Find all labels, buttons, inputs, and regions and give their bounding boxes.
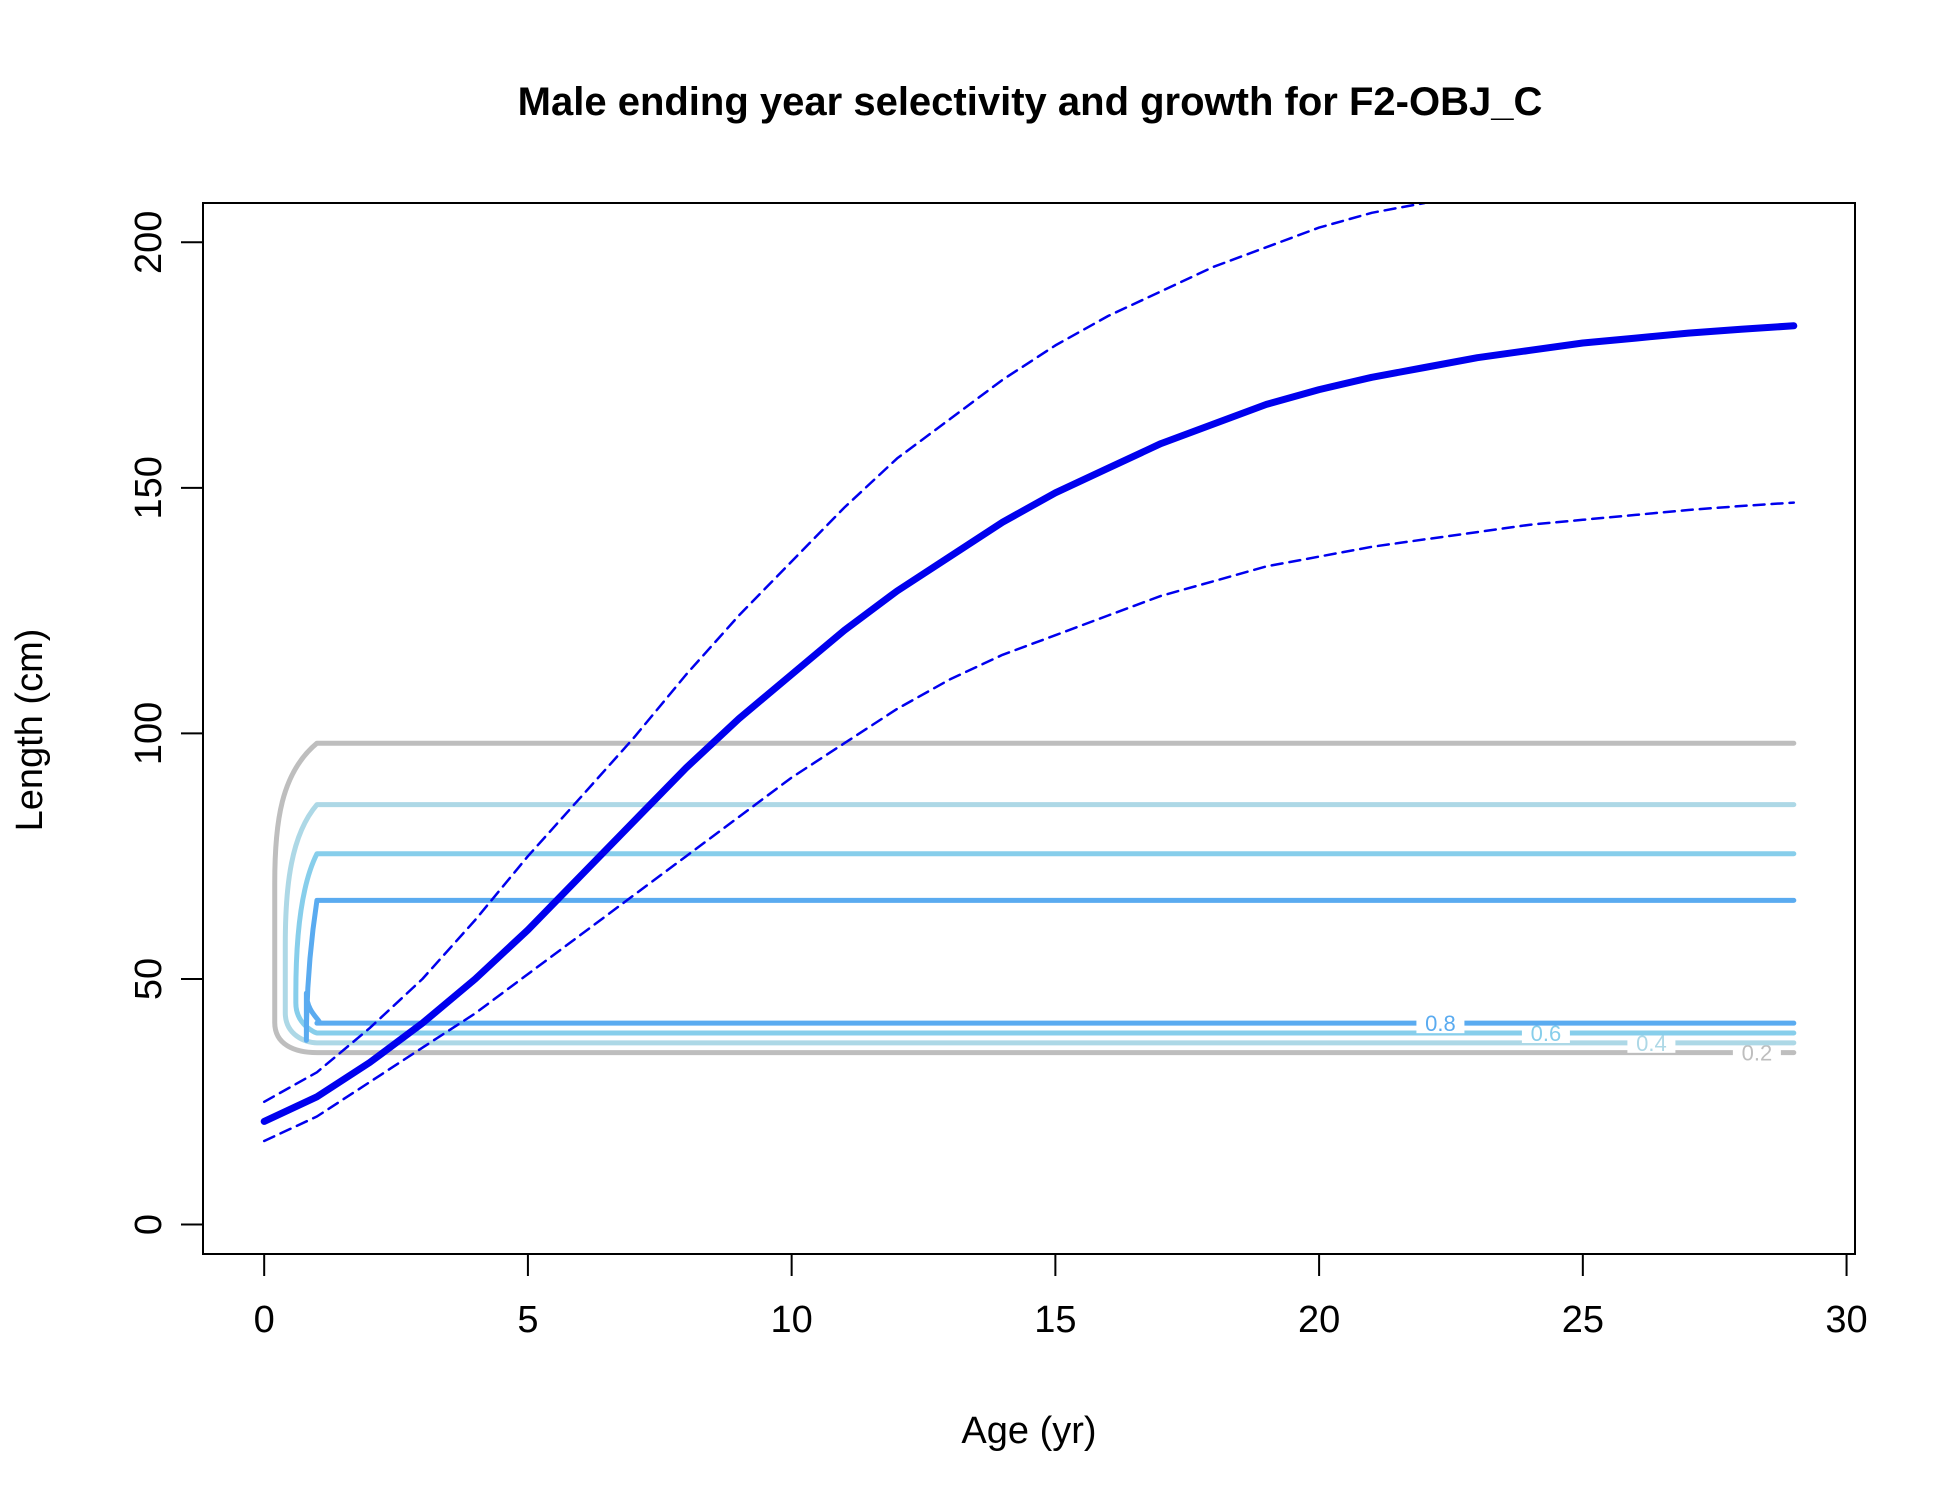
- contour-0-8: [303, 897, 1797, 1043]
- x-tick-label: 5: [517, 1299, 538, 1341]
- x-axis-label: Age (yr): [961, 1410, 1096, 1452]
- contour-label-0-8: 0.8: [1425, 1011, 1456, 1036]
- y-axis: 0 50 100 150 200: [128, 211, 204, 1235]
- x-tick-label: 20: [1298, 1299, 1340, 1341]
- x-axis: 0 5 10 15 20 25 30: [254, 1253, 1868, 1341]
- y-axis-label: Length (cm): [9, 629, 51, 832]
- series-upper-ci: [262, 203, 1426, 1104]
- plot-frame: [202, 202, 1856, 1255]
- y-tick-label: 150: [128, 456, 170, 519]
- y-tick-label: 200: [128, 211, 170, 274]
- y-tick-label: 100: [128, 702, 170, 765]
- contour-0-4: [282, 802, 1797, 1046]
- contour-label-gap: [1627, 1032, 1676, 1053]
- series-mean-growth: [260, 322, 1798, 1125]
- x-tick-label: 0: [254, 1299, 275, 1341]
- contour-label-gap: [1416, 1013, 1465, 1034]
- contour-0-6: [293, 851, 1797, 1036]
- x-tick-label: 10: [771, 1299, 813, 1341]
- contour-layer: 0.20.40.60.8: [272, 740, 1797, 1066]
- contour-label-gap: [1521, 1022, 1570, 1043]
- x-tick-label: 15: [1034, 1299, 1076, 1341]
- x-tick-label: 30: [1825, 1299, 1867, 1341]
- series-layer: [260, 203, 1798, 1143]
- series-lower-ci: [262, 501, 1796, 1143]
- chart-title: Male ending year selectivity and growth …: [518, 80, 1543, 124]
- y-tick-label: 0: [128, 1214, 170, 1235]
- contour-label-gap: [1732, 1042, 1781, 1063]
- x-tick-label: 25: [1562, 1299, 1604, 1341]
- contour-0-2: [272, 740, 1797, 1056]
- y-tick-label: 50: [128, 958, 170, 1000]
